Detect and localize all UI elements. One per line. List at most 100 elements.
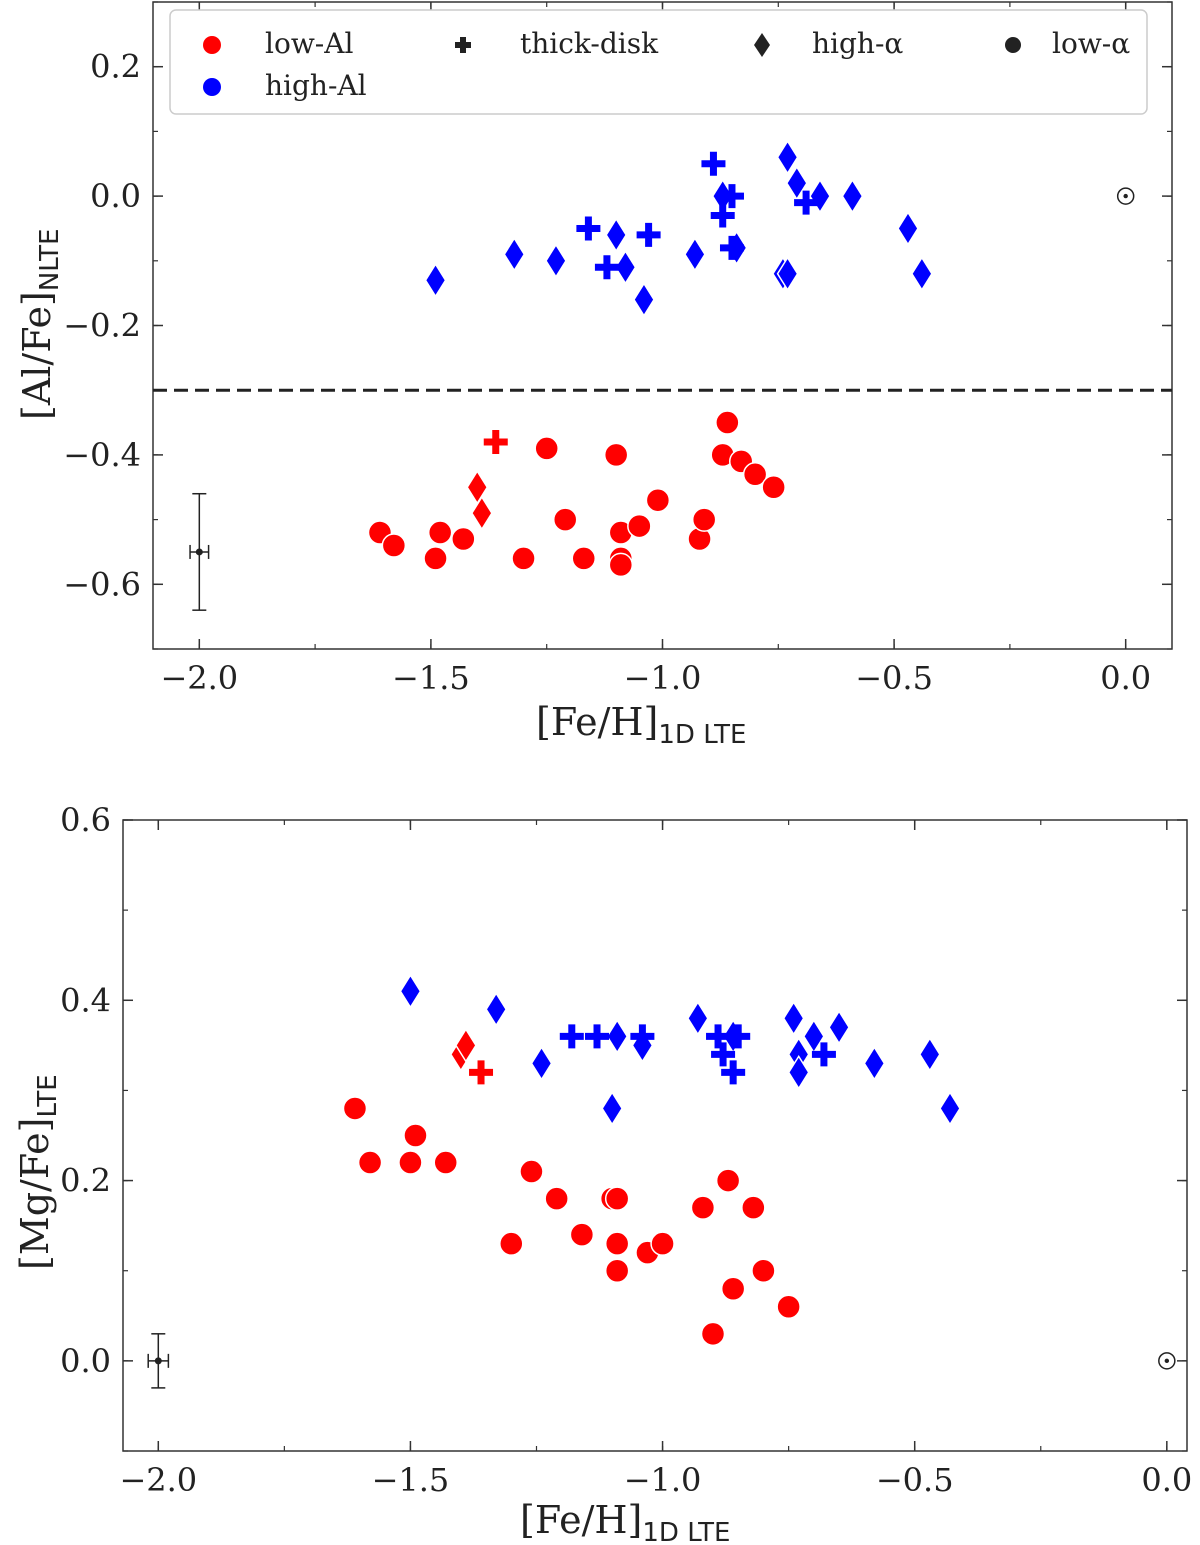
data-point	[701, 151, 726, 176]
data-point	[614, 249, 637, 285]
data-point	[782, 1000, 805, 1036]
data-point	[342, 1096, 368, 1121]
data-point	[939, 1091, 961, 1126]
x-tick-label: 0.0	[1100, 659, 1151, 697]
data-point	[483, 429, 508, 454]
y-tick-label: 0.2	[90, 48, 141, 86]
series-low-al-high-	[449, 1027, 477, 1072]
data-point	[787, 1054, 810, 1090]
data-point	[691, 507, 717, 532]
data-point	[424, 262, 447, 298]
series-low-al-low-	[342, 1096, 801, 1347]
data-point	[636, 222, 661, 247]
data-point	[511, 546, 536, 571]
y-tick-label: 0.2	[60, 1162, 111, 1200]
legend-label-low-alpha: low-α	[1052, 27, 1130, 60]
data-point	[569, 1222, 595, 1247]
data-point	[720, 1276, 746, 1301]
panel-al-fe: −2.0 −1.5 −1.0 −0.5 0.0 −0.6 −0.4 −0.2 0.0 0.2 lo…	[15, 1, 1173, 750]
data-point	[715, 1168, 741, 1193]
data-point	[627, 513, 652, 539]
legend-label-low-al: low-Al	[265, 27, 353, 60]
data-point	[571, 546, 597, 571]
y-axis-label-sub: NLTE	[35, 229, 65, 292]
series-high-al-high-	[399, 973, 961, 1126]
y-axis-label-main: [Mg/Fe]	[13, 1118, 57, 1270]
data-point	[503, 236, 526, 272]
y-tick-label: −0.4	[63, 436, 141, 474]
y-axis-label: [Mg/Fe]LTE	[13, 1074, 63, 1270]
data-point	[710, 203, 735, 228]
data-point	[809, 178, 831, 214]
data-point	[686, 1000, 709, 1036]
data-point	[776, 139, 799, 175]
legend-label-high-alpha: high-α	[812, 27, 903, 60]
data-point	[399, 973, 422, 1009]
data-point	[606, 1018, 629, 1054]
data-point	[741, 1195, 766, 1220]
series-high-al-high-	[424, 139, 933, 318]
x-tick-label: −0.5	[876, 1461, 954, 1499]
data-point	[761, 475, 786, 500]
data-point	[469, 1060, 494, 1085]
data-point	[706, 1024, 731, 1049]
data-point	[357, 1150, 383, 1175]
x-tick-label: −1.0	[624, 659, 702, 697]
data-point	[604, 1186, 630, 1211]
data-point	[715, 410, 740, 435]
data-point	[811, 1042, 836, 1067]
x-tick-label: −1.5	[392, 659, 470, 697]
legend: low-Al high-Al thick-disk high-α low-α	[169, 9, 1148, 115]
data-point	[700, 1321, 726, 1347]
data-point	[433, 1150, 458, 1175]
data-point	[594, 255, 619, 280]
x-axis-label-main: [Fe/H]	[536, 700, 658, 744]
data-point	[576, 216, 601, 241]
series-low-al-low-	[367, 410, 786, 578]
x-axis-label: [Fe/H]1D LTE	[536, 700, 746, 750]
x-tick-label: 0.0	[1141, 1461, 1192, 1499]
data-point	[690, 1195, 716, 1220]
data-point	[630, 1024, 655, 1049]
y-tick-label: 0.4	[60, 981, 111, 1019]
data-point	[451, 526, 476, 552]
sun-ring	[1158, 1352, 1176, 1370]
data-point	[910, 256, 933, 292]
x-axis-label: [Fe/H]1D LTE	[520, 1498, 730, 1545]
data-point	[721, 1060, 746, 1085]
sun-symbol	[1116, 187, 1135, 205]
data-point	[403, 1123, 428, 1148]
sun-symbol	[1158, 1352, 1176, 1370]
data-point	[604, 1258, 630, 1283]
data-point	[726, 1024, 751, 1049]
data-point	[398, 1150, 423, 1175]
y-tick-label: 0.0	[60, 1342, 111, 1380]
series-low-al-thick-disk	[469, 1060, 494, 1085]
legend-marker-high-alpha	[754, 33, 770, 57]
legend-marker-thick-disk	[455, 37, 471, 53]
data-point	[427, 520, 453, 545]
data-point	[530, 1045, 553, 1081]
data-point	[604, 1231, 630, 1256]
series-high-al-thick-disk	[576, 151, 819, 280]
data-point	[863, 1045, 886, 1081]
data-point	[608, 552, 634, 578]
legend-marker-high-al	[203, 78, 221, 96]
data-point	[918, 1036, 941, 1072]
data-point	[828, 1009, 850, 1045]
error-bar	[147, 1333, 170, 1389]
x-axis-label-sub: 1D LTE	[658, 720, 746, 750]
data-point	[711, 1042, 736, 1067]
data-point	[534, 436, 559, 461]
data-point	[485, 991, 508, 1027]
plot-frame	[122, 819, 1188, 1452]
data-point	[719, 235, 744, 260]
series-low-al-high-	[466, 469, 493, 531]
data-point	[776, 256, 799, 292]
data-point	[552, 507, 578, 532]
data-point	[633, 282, 655, 318]
data-point	[776, 1294, 801, 1320]
panel-mg-fe: −2.0 −1.5 −1.0 −0.5 0.0 0.0 0.2 0.4 0.6 [Fe/H]1D…	[13, 801, 1192, 1545]
legend-marker-low-alpha	[1005, 37, 1021, 53]
data-point	[470, 495, 493, 531]
